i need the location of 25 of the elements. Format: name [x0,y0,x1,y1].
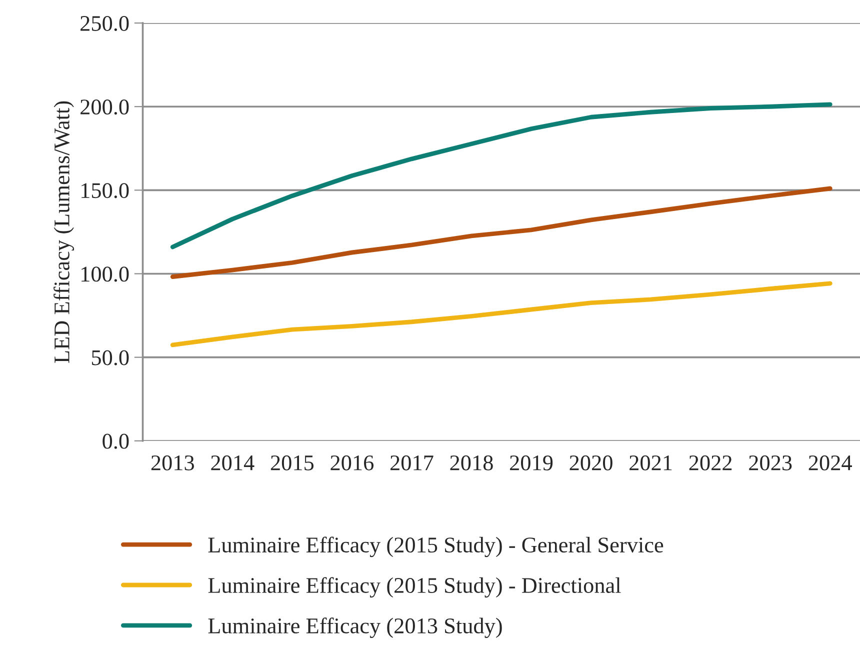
line-series [170,186,832,279]
x-tick-label: 2017 [390,455,434,470]
y-tick-label: 50.0 [92,350,129,366]
x-tick-label: 2024 [808,455,852,470]
legend-label: Luminaire Efficacy (2015 Study) - General Service [208,536,664,558]
x-tick-label: 2020 [570,455,612,470]
x-tick-label: 2021 [630,455,672,470]
legend-label: Luminaire Efficacy (2013 Study) [208,618,502,638]
x-tick-label: 2022 [689,455,732,470]
line-series [170,102,832,250]
legend-label: Luminaire Efficacy (2015 Study) - Directional [208,577,621,598]
y-tick-label: 200.0 [80,100,129,115]
y-tick-label: 0.0 [102,434,129,449]
y-tick-label: 250.0 [80,16,129,32]
x-tick-label: 2013 [151,455,194,470]
line-series [170,281,832,348]
x-tick-label: 2023 [749,455,792,470]
y-tick-label: 150.0 [82,183,129,198]
y-tick-label: 100.0 [82,266,129,282]
x-tick-label: 2018 [450,455,493,470]
x-tick-label: 2015 [270,455,314,470]
x-tick-label: 2016 [330,455,374,470]
x-tick-label: 2014 [211,455,254,470]
x-tick-label: 2019 [510,455,553,470]
y-axis-title: LED Efficacy (Lumens/Watt) [54,101,74,363]
